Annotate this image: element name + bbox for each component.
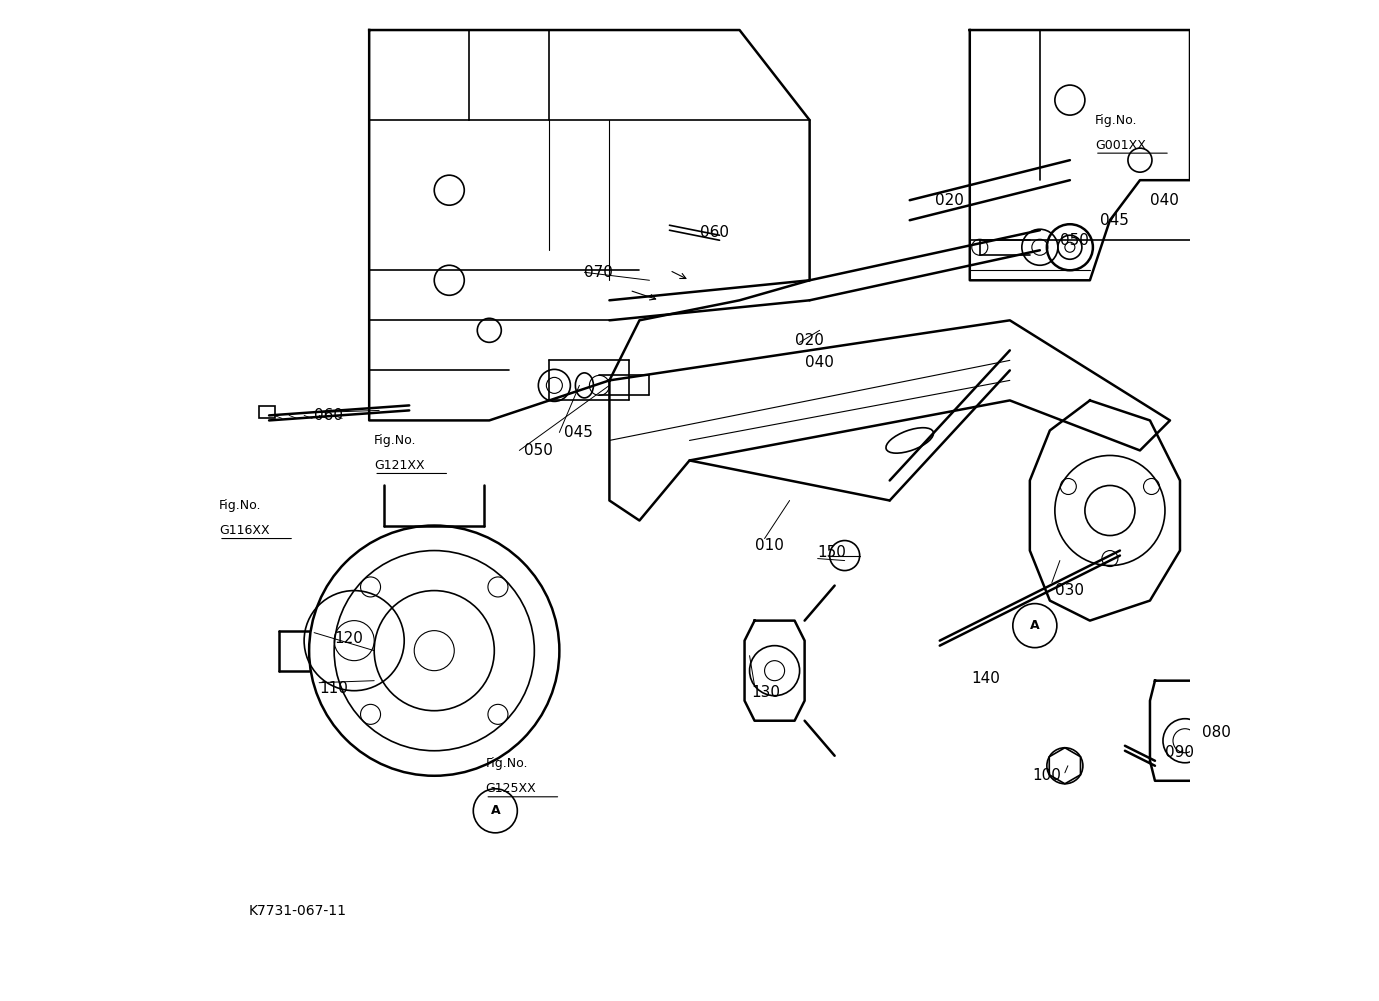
Text: 150: 150: [818, 546, 847, 560]
Text: 010: 010: [754, 539, 783, 553]
Text: 045: 045: [1100, 213, 1129, 227]
Text: 030: 030: [1055, 584, 1084, 598]
Text: 020: 020: [794, 333, 823, 347]
Text: G125XX: G125XX: [485, 783, 536, 795]
Text: Fig.No.: Fig.No.: [374, 434, 416, 446]
Text: Fig.No.: Fig.No.: [219, 499, 262, 512]
Text: Fig.No.: Fig.No.: [1095, 114, 1138, 126]
Text: 090: 090: [1165, 746, 1194, 760]
Text: 020: 020: [935, 193, 964, 207]
Text: 050: 050: [1060, 233, 1089, 247]
Text: 060: 060: [699, 225, 728, 239]
Text: 130: 130: [752, 686, 781, 700]
Text: G116XX: G116XX: [219, 525, 270, 537]
Text: 045: 045: [564, 425, 593, 439]
Text: 070: 070: [585, 265, 614, 279]
Text: Fig.No.: Fig.No.: [485, 758, 528, 770]
Text: 040: 040: [804, 355, 833, 369]
Text: A: A: [1030, 620, 1040, 632]
Bar: [259, 406, 274, 418]
Text: 140: 140: [972, 672, 1001, 686]
Text: 120: 120: [334, 632, 363, 646]
Text: 080: 080: [1202, 726, 1231, 740]
Text: G121XX: G121XX: [374, 459, 425, 471]
Text: 060: 060: [314, 408, 343, 422]
Text: A: A: [491, 805, 501, 817]
Text: 110: 110: [319, 682, 348, 696]
Text: 100: 100: [1031, 769, 1060, 783]
Text: 040: 040: [1150, 193, 1179, 207]
Text: 050: 050: [524, 443, 553, 457]
Text: K7731-067-11: K7731-067-11: [250, 904, 348, 918]
Text: G001XX: G001XX: [1095, 139, 1146, 151]
